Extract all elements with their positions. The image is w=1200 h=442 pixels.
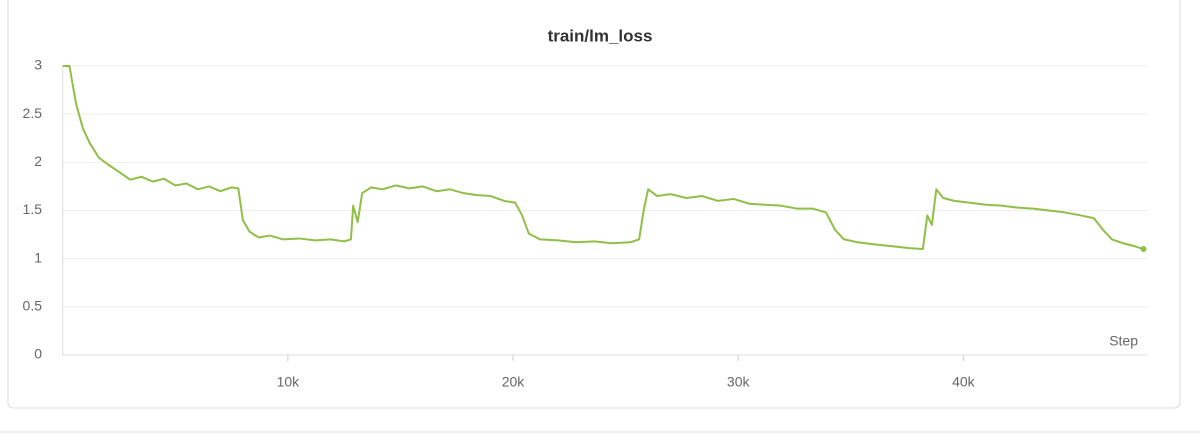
y-tick-label: 1.5 — [23, 201, 43, 217]
x-axis-label: Step — [1109, 333, 1138, 349]
x-tick-label: 40k — [952, 374, 976, 390]
x-tick-label: 20k — [502, 374, 526, 390]
y-tick-label: 2.5 — [23, 105, 43, 121]
end-dot — [1140, 246, 1147, 253]
loss-line — [62, 65, 1144, 251]
x-tick-label: 10k — [277, 374, 301, 390]
panel-card — [7, 0, 1181, 409]
y-tick-label: 0.5 — [23, 298, 43, 314]
y-tick-label: 2 — [34, 153, 42, 169]
y-tick-label: 3 — [34, 57, 42, 73]
y-tick-label: 0 — [34, 346, 42, 362]
x-tick-label: 30k — [727, 374, 751, 390]
chart-title: train/lm_loss — [548, 26, 653, 45]
y-tick-label: 1 — [34, 249, 42, 265]
